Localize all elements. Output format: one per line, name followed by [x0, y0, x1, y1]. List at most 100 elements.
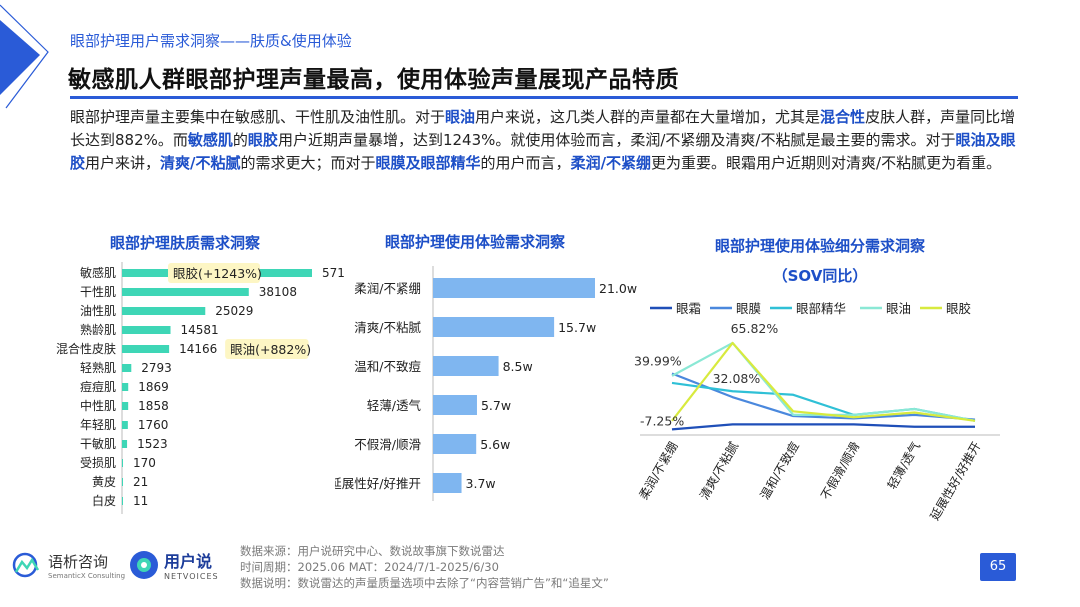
category-label: 混合性皮肤 — [56, 341, 116, 356]
series-line — [671, 423, 975, 431]
category-label: 温和/不致痘 — [354, 359, 421, 374]
category-label: 延展性好/好推开 — [927, 440, 983, 523]
category-label: 柔润/不紧绷 — [636, 439, 681, 502]
category-label: 油性肌 — [80, 304, 116, 318]
bar — [433, 278, 595, 298]
category-label: 中性肌 — [80, 398, 116, 413]
title-divider — [70, 96, 1018, 99]
footer-source: 数据来源：用户说研究中心、数说故事旗下数说雷达 时间周期：2025.06 MAT… — [240, 543, 609, 591]
skin-type-bar-chart: 敏感肌 57110 干性肌 38108 油性肌 25029 熟龄肌 14581 混合性皮肤 141… — [56, 262, 345, 514]
semanticx-logo: 语析咨询 SemanticX Consulting — [10, 550, 125, 580]
chart3-title: 眼部护理使用体验细分需求洞察 （SOV同比） — [640, 231, 1000, 291]
summary-text: 的用户而言， — [480, 154, 571, 172]
breadcrumb: 眼部护理用户需求洞察——肤质&使用体验 — [70, 32, 352, 50]
value-label: 14166 — [179, 342, 217, 356]
category-label: 延展性好/好推开 — [335, 476, 421, 491]
series-line — [671, 372, 976, 421]
value-label: 2793 — [141, 361, 172, 375]
category-label: 熟龄肌 — [80, 322, 116, 337]
summary-highlight: 眼胶 — [247, 131, 278, 149]
bar — [122, 459, 123, 467]
category-label: 受损肌 — [80, 456, 116, 470]
logo-b-name: 用户说 — [164, 552, 213, 571]
summary-highlight: 柔润/不紧绷 — [570, 154, 652, 172]
category-label: 年轻肌 — [80, 418, 116, 432]
netvoices-mark-icon — [130, 550, 158, 579]
point-label: 39.99% — [634, 353, 682, 368]
category-label: 清爽/不粘腻 — [354, 320, 421, 335]
bar — [122, 478, 123, 486]
value-label: 14581 — [181, 323, 219, 337]
bar — [122, 307, 206, 315]
category-label: 柔润/不紧绷 — [354, 281, 421, 296]
category-label: 不假滑/顺滑 — [818, 440, 862, 502]
category-label: 不假滑/顺滑 — [354, 437, 421, 452]
value-label: 25029 — [215, 304, 253, 318]
summary-text: 的需求更大；而对于 — [240, 154, 376, 172]
category-label: 敏感肌 — [80, 265, 116, 280]
annotation-bg — [168, 263, 260, 283]
series-line — [671, 341, 976, 422]
corner-decoration — [0, 4, 49, 109]
summary-text: 更为重要。眼霜用户近期则对清爽/不粘腻更为看重。 — [651, 154, 1002, 172]
bar — [433, 434, 477, 454]
summary-highlight: 敏感肌 — [187, 131, 233, 149]
chart3-title-main: 眼部护理使用体验细分需求洞察 — [714, 237, 925, 255]
summary-highlight: 眼油 — [445, 108, 476, 126]
logo-a-name: 语析咨询 — [48, 552, 109, 571]
legend-label: 眼胶 — [946, 301, 971, 316]
category-label: 干性肌 — [80, 285, 116, 299]
value-label: 1858 — [138, 399, 169, 413]
summary-text: 皮肤人群，声量同比增长达到882%。而 — [70, 108, 1016, 149]
bar — [122, 345, 170, 353]
bar — [122, 383, 129, 391]
category-label: 轻薄/透气 — [884, 439, 923, 492]
bar — [433, 317, 555, 337]
value-label: 15.7w — [558, 320, 596, 335]
legend-label: 眼部精华 — [796, 301, 846, 316]
category-label: 痘痘肌 — [80, 379, 116, 394]
bar — [122, 326, 171, 334]
value-label: 8.5w — [503, 359, 533, 374]
bar — [122, 421, 128, 429]
netvoices-logo: 用户说 NETVOICES — [128, 548, 219, 581]
semanticx-mark-icon — [12, 552, 40, 578]
value-label: 3.7w — [466, 476, 496, 491]
annotation-bg — [225, 339, 309, 359]
category-label: 黄皮 — [92, 475, 116, 489]
value-label: 1760 — [138, 418, 169, 432]
chart1-title: 眼部护理肤质需求洞察 — [109, 234, 260, 252]
value-label: 5.6w — [480, 437, 510, 452]
value-label: 1869 — [138, 380, 169, 394]
summary-text: 的 — [232, 131, 248, 149]
summary-highlight: 眼膜及眼部精华 — [375, 154, 481, 172]
category-label: 轻薄/透气 — [367, 398, 422, 413]
bar — [433, 395, 477, 415]
value-label: 5.7w — [481, 398, 511, 413]
value-label: 11 — [133, 494, 148, 508]
logo-b-sub: NETVOICES — [164, 572, 219, 581]
bar — [122, 402, 129, 410]
logo-a-sub: SemanticX Consulting — [48, 571, 126, 580]
chart2-title: 眼部护理使用体验需求洞察 — [384, 233, 565, 251]
footer-source-line: 时间周期：2025.06 MAT：2024/7/1-2025/6/30 — [240, 560, 499, 574]
legend-label: 眼霜 — [676, 301, 701, 316]
page-number: 65 — [980, 553, 1016, 581]
category-label: 干敏肌 — [80, 436, 116, 451]
summary-highlight: 清爽/不粘腻 — [160, 154, 241, 172]
bar — [433, 473, 462, 493]
summary-highlight: 混合性 — [820, 108, 866, 126]
summary-text: 用户来说，这几类人群的声量都在大量增加，尤其是 — [475, 108, 821, 126]
category-label: 温和/不致痘 — [757, 439, 802, 502]
summary-text: 用户来讲， — [85, 154, 161, 172]
summary-highlight: 眼油及眼胶 — [70, 131, 1016, 172]
value-label: 170 — [133, 456, 156, 470]
point-label: 32.08% — [713, 371, 761, 386]
value-label: 21.0w — [599, 281, 637, 296]
value-label: 1523 — [137, 437, 168, 451]
value-label: 57110 — [322, 266, 345, 280]
footer-source-line: 数据说明：数说雷达的声量质量选项中去除了“内容营销广告”和“追星文” — [240, 576, 609, 590]
footer-source-line: 数据来源：用户说研究中心、数说故事旗下数说雷达 — [240, 544, 505, 558]
chart3-subtitle: （SOV同比） — [772, 267, 868, 285]
bar — [122, 364, 132, 372]
